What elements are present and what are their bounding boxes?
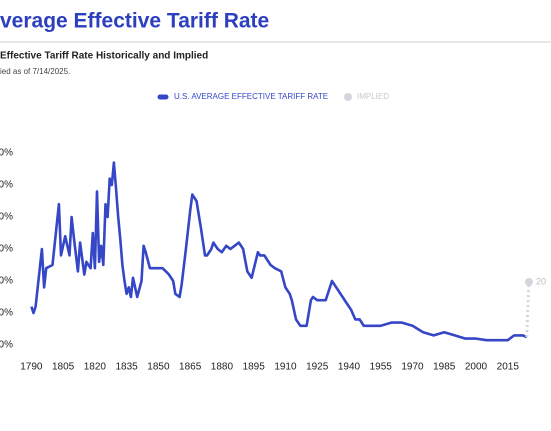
x-tick-label: 2015 [497, 362, 520, 373]
x-tick-label: 1970 [401, 362, 424, 373]
x-tick-label: 1925 [306, 362, 329, 373]
x-tick-label: 1820 [84, 362, 107, 373]
x-tick-label: 1955 [370, 362, 393, 373]
x-tick-label: 1880 [211, 362, 234, 373]
legend-label: U.S. AVERAGE EFFECTIVE TARIFF RATE [174, 92, 328, 101]
x-tick-label: 1790 [20, 362, 43, 373]
y-tick-label: 10% [0, 308, 13, 319]
x-tick-label: 1985 [433, 362, 456, 373]
end-dot [524, 277, 533, 286]
legend-label: IMPLIED [357, 92, 389, 101]
x-tick-label: 1850 [147, 362, 170, 373]
y-tick-label: 40% [0, 212, 13, 223]
x-tick-label: 1835 [116, 362, 139, 373]
x-tick-label: 1940 [338, 362, 361, 373]
x-tick-label: 1895 [243, 362, 266, 373]
y-tick-label: 0% [0, 340, 13, 351]
y-tick-label: 60% [0, 148, 13, 159]
y-tick-label: 30% [0, 244, 13, 255]
legend-swatch [344, 93, 352, 101]
y-tick-label: 50% [0, 180, 13, 191]
x-tick-label: 1865 [179, 362, 202, 373]
annotation: 20 [536, 276, 546, 286]
series-line [30, 161, 528, 342]
chart-title: verage Effective Tariff Rate [0, 10, 269, 33]
note: ied as of 7/14/2025. [0, 67, 70, 76]
x-tick-label: 2000 [465, 362, 488, 373]
series-line [525, 281, 531, 338]
y-tick-label: 20% [0, 276, 13, 287]
subtitle: Effective Tariff Rate Historically and I… [0, 51, 208, 62]
x-tick-label: 1805 [52, 362, 75, 373]
x-tick-label: 1910 [274, 362, 297, 373]
